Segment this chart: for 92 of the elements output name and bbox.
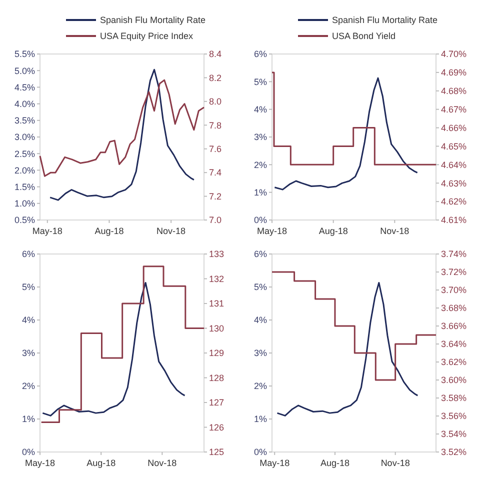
y2-tick-label: 4.64% — [441, 160, 467, 170]
y-tick-label: 4.5% — [14, 82, 35, 92]
y-tick-label: 0% — [22, 447, 35, 458]
y2-tick-label: 3.52% — [441, 447, 467, 458]
y-tick-label: 2.0% — [14, 165, 35, 176]
line-series — [39, 79, 205, 177]
y2-tick-label: 7.6 — [209, 144, 222, 154]
y-tick-label: 4% — [22, 315, 35, 326]
y-tick-label: 4% — [254, 104, 267, 114]
x-tick-label: Nov-18 — [380, 458, 410, 468]
line-series — [49, 68, 195, 201]
x-tick-label: Aug-18 — [94, 226, 124, 236]
y2-tick-label: 3.72% — [441, 267, 467, 278]
y-tick-label: 2.5% — [14, 148, 35, 159]
y2-tick-label: 3.68% — [441, 303, 467, 314]
legend-label: USA Equity Price Index — [100, 31, 194, 42]
y2-tick-label: 4.70% — [441, 49, 467, 60]
y2-tick-label: 7.2 — [209, 191, 222, 202]
y2-tick-label: 133 — [209, 249, 224, 260]
x-tick-label: Nov-18 — [148, 458, 177, 468]
x-tick-label: Aug-18 — [320, 458, 350, 468]
y-tick-label: 0% — [254, 447, 267, 458]
y-tick-label: 6% — [254, 49, 267, 60]
y2-tick-label: 8.0 — [209, 96, 222, 107]
y-tick-label: 1% — [254, 187, 267, 198]
x-tick-label: May-18 — [32, 226, 62, 236]
y2-tick-label: 8.4 — [209, 49, 222, 60]
y-tick-label: 3% — [254, 348, 267, 358]
legend-label: Spanish Flu Mortality Rate — [332, 15, 438, 26]
y2-tick-label: 3.54% — [441, 429, 467, 440]
y2-tick-label: 7.4 — [209, 168, 222, 178]
y-tick-label: 3% — [254, 132, 267, 142]
y2-tick-label: 125 — [209, 447, 224, 458]
y-tick-label: 1.0% — [14, 198, 35, 209]
x-tick-label: Aug-18 — [86, 458, 116, 468]
y2-tick-label: 4.66% — [441, 122, 467, 133]
y-tick-label: 0.5% — [14, 215, 35, 226]
line-series — [42, 282, 186, 416]
y2-tick-label: 131 — [209, 298, 224, 309]
y2-tick-label: 3.66% — [441, 321, 467, 332]
y-tick-label: 6% — [22, 249, 35, 260]
legend-label: USA Bond Yield — [332, 31, 396, 42]
x-tick-label: Nov-18 — [156, 226, 186, 236]
y2-tick-label: 7.0 — [209, 215, 222, 226]
y2-tick-label: 4.63% — [441, 178, 467, 188]
y-tick-label: 5% — [22, 282, 35, 292]
y2-tick-label: 3.64% — [441, 339, 467, 350]
x-tick-label: May-18 — [260, 458, 290, 468]
y-tick-label: 2% — [22, 381, 35, 392]
y-tick-label: 3% — [22, 348, 35, 358]
y-tick-label: 4.0% — [14, 98, 35, 109]
y2-tick-label: 3.70% — [441, 285, 467, 296]
y2-tick-label: 4.67% — [441, 104, 467, 114]
y-tick-label: 3.0% — [14, 132, 35, 142]
y2-tick-label: 130 — [209, 323, 224, 334]
y2-tick-label: 128 — [209, 372, 224, 383]
y-tick-label: 5% — [254, 76, 267, 87]
y-tick-label: 1.5% — [14, 182, 35, 192]
x-tick-label: Aug-18 — [318, 226, 348, 236]
line-series — [276, 282, 418, 416]
y-tick-label: 5.0% — [14, 66, 35, 76]
y2-tick-label: 129 — [209, 348, 224, 358]
y2-tick-label: 3.56% — [441, 411, 467, 422]
y-tick-label: 5% — [254, 282, 267, 292]
y2-tick-label: 3.60% — [441, 375, 467, 386]
y-tick-label: 2% — [254, 381, 267, 392]
y2-tick-label: 7.8 — [209, 120, 222, 130]
x-tick-label: May-18 — [256, 226, 288, 236]
y2-tick-label: 4.62% — [441, 196, 467, 207]
y-tick-label: 4% — [254, 315, 267, 326]
y2-tick-label: 8.2 — [209, 72, 222, 83]
y2-tick-label: 4.68% — [441, 86, 467, 96]
y2-tick-label: 3.74% — [441, 249, 467, 260]
y-tick-label: 2% — [254, 160, 267, 170]
y2-tick-label: 3.62% — [441, 357, 467, 368]
y2-tick-label: 3.58% — [441, 393, 467, 404]
y2-tick-label: 132 — [209, 274, 224, 284]
line-series — [274, 77, 418, 190]
y-tick-label: 0% — [254, 215, 267, 226]
y2-tick-label: 4.69% — [441, 68, 467, 78]
y2-tick-label: 4.65% — [441, 141, 467, 152]
y-tick-label: 5.5% — [14, 49, 35, 60]
y-tick-label: 1% — [22, 414, 35, 424]
y-tick-label: 6% — [254, 249, 267, 260]
y2-tick-label: 127 — [209, 398, 224, 408]
x-tick-label: Nov-18 — [380, 226, 410, 236]
x-tick-label: May-18 — [24, 458, 56, 468]
y-tick-label: 1% — [254, 414, 267, 424]
y2-tick-label: 126 — [209, 422, 224, 432]
legend-label: Spanish Flu Mortality Rate — [100, 15, 206, 26]
y2-tick-label: 4.61% — [441, 215, 467, 226]
y-tick-label: 3.5% — [14, 116, 35, 126]
